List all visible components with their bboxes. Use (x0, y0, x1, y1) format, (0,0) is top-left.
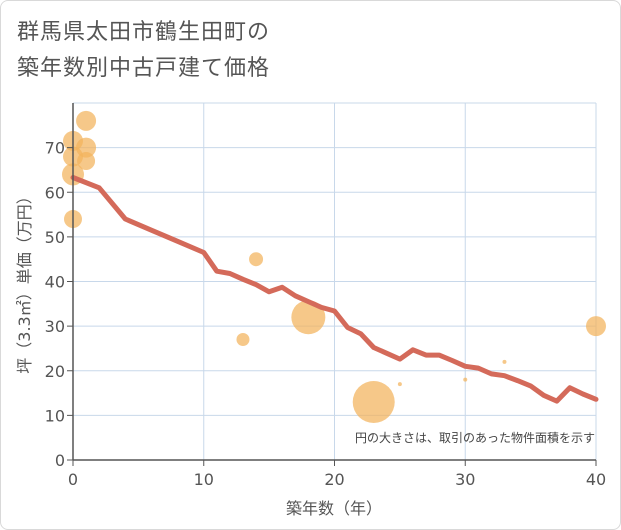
data-bubble (236, 333, 250, 347)
data-bubble (291, 300, 326, 335)
y-tick-label: 30 (45, 317, 65, 336)
y-tick-label: 20 (45, 362, 65, 381)
trend-line (70, 175, 599, 404)
data-bubble (502, 359, 507, 364)
y-tick-label: 0 (55, 451, 65, 470)
chart-title: 群馬県太田市鶴生田町の 築年数別中古戸建て価格 (17, 15, 270, 87)
data-bubble (463, 377, 468, 382)
x-tick-label: 10 (194, 470, 214, 489)
y-tick-label: 60 (45, 183, 65, 202)
axes-layer: 0 10 20 30 40 0 10 20 30 40 50 60 70 (45, 103, 606, 489)
x-axis-label: 築年数（年） (286, 499, 382, 518)
data-bubble (76, 137, 97, 158)
data-bubble (586, 316, 606, 337)
grid-lines (73, 102, 597, 460)
x-tick-label: 20 (324, 470, 344, 489)
data-bubble (249, 252, 264, 267)
size-legend-note: 円の大きさは、取引のあった物件面積を示す (355, 430, 595, 445)
data-bubble (77, 152, 96, 171)
data-bubble (352, 380, 395, 423)
y-tick-label: 50 (45, 228, 65, 247)
y-tick-label: 70 (45, 139, 65, 158)
x-tick-label: 0 (68, 470, 78, 489)
data-bubble (397, 382, 402, 387)
series-layer (62, 110, 606, 423)
x-tick-label: 40 (586, 470, 606, 489)
y-tick-label: 10 (45, 406, 65, 425)
x-tick-label: 30 (455, 470, 475, 489)
data-bubble (76, 110, 97, 131)
chart-title-line-2: 築年数別中古戸建て価格 (17, 56, 271, 81)
y-tick-label: 40 (45, 273, 65, 292)
y-axis-label: 坪（3.3㎡）単価（万円） (15, 188, 34, 373)
chart-title-line-1: 群馬県太田市鶴生田町の (17, 20, 271, 45)
